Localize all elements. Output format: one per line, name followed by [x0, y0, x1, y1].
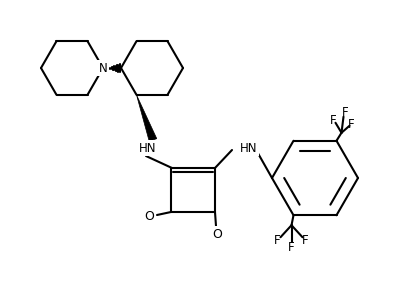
- Text: F: F: [348, 118, 355, 131]
- Text: F: F: [342, 106, 349, 119]
- Text: HN: HN: [139, 142, 157, 155]
- Polygon shape: [137, 95, 157, 141]
- Text: O: O: [212, 227, 222, 240]
- Text: F: F: [274, 234, 281, 247]
- Text: O: O: [144, 210, 154, 223]
- Text: F: F: [302, 234, 309, 247]
- Text: F: F: [330, 114, 337, 127]
- Text: HN: HN: [240, 142, 258, 155]
- Text: F: F: [288, 241, 295, 254]
- Text: N: N: [99, 62, 107, 75]
